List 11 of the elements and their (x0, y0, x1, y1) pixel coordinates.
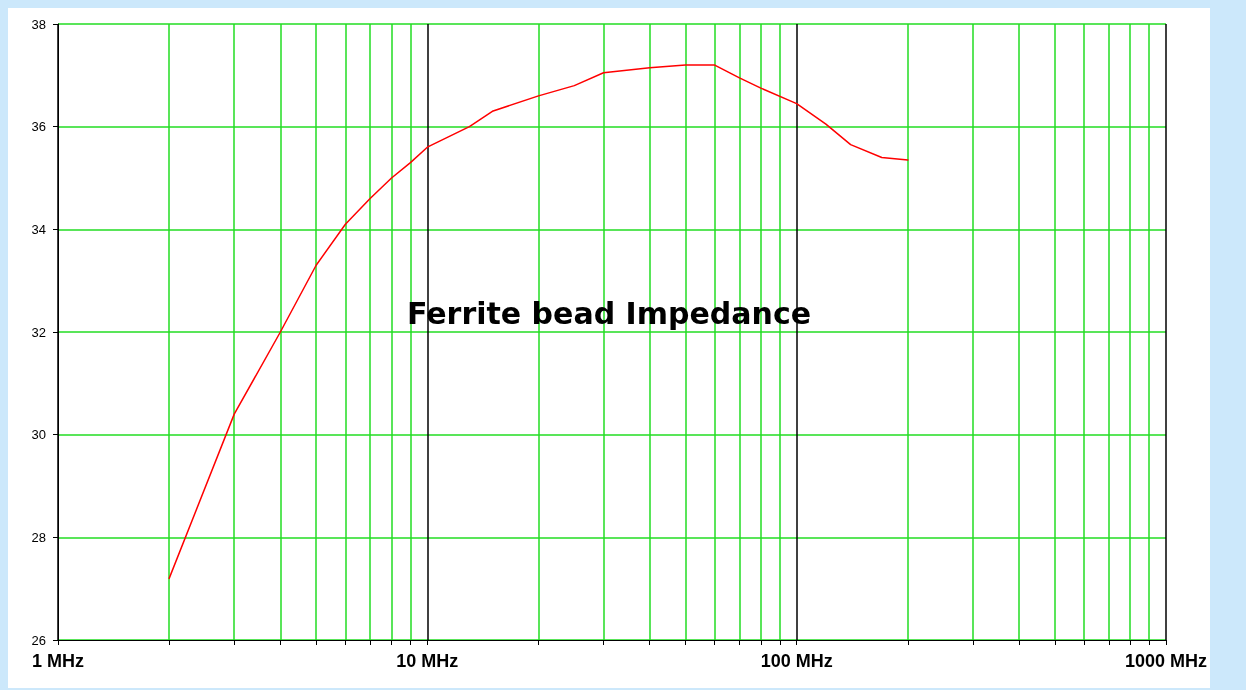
y-tick-label: 26 (31, 632, 46, 648)
x-tick-label: 10 MHz (396, 651, 459, 671)
y-tick-label: 38 (31, 16, 46, 32)
x-tick-label: 1000 MHz (1124, 651, 1207, 671)
y-tick-label: 32 (31, 324, 46, 340)
x-tick-label: 1 MHz (31, 651, 85, 671)
y-tick-label: 28 (31, 529, 46, 545)
x-tick-label: 100 MHz (760, 651, 833, 671)
y-tick-label: 30 (31, 427, 46, 443)
y-tick-label: 36 (31, 119, 46, 135)
y-tick-label: 34 (31, 221, 46, 237)
